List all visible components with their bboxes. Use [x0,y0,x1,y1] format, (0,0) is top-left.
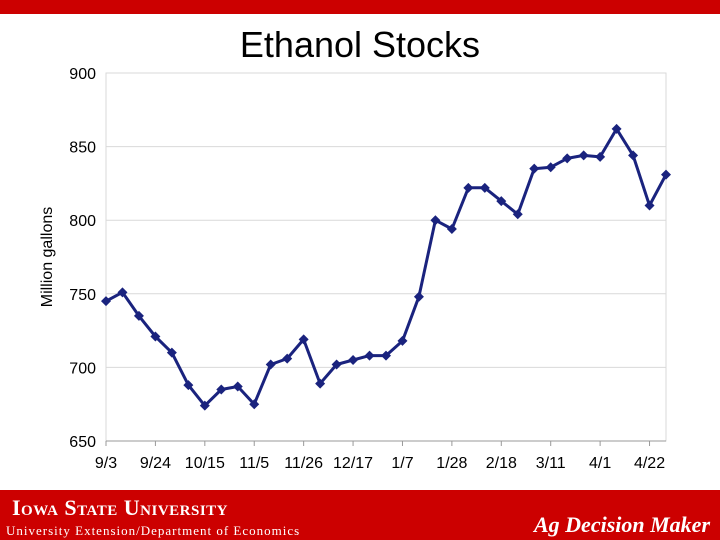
y-axis-label: Million gallons [39,207,56,308]
x-tick-label: 1/7 [391,455,413,472]
data-point [282,353,293,364]
data-point [315,378,326,389]
data-point [397,335,408,346]
data-point [446,224,457,235]
data-point [150,331,161,342]
data-point [298,334,309,345]
data-point [117,287,128,298]
y-tick-label: 700 [69,360,96,377]
data-point [529,163,540,174]
brand-text: Ag Decision Maker [534,512,710,537]
footer-bar: Iowa State University University Extensi… [0,490,720,540]
data-point [348,355,359,366]
data-point [463,182,474,193]
x-tick-label: 10/15 [185,455,225,472]
data-point [249,399,260,410]
data-point [512,209,523,220]
x-tick-label: 9/24 [140,455,171,472]
data-point [381,350,391,361]
data-point [364,350,375,361]
data-point [545,162,556,173]
chart-title: Ethanol Stocks [239,24,481,65]
data-point [232,381,243,392]
top-red-bar [0,0,720,14]
data-point [331,359,342,370]
x-tick-label: 1/28 [436,455,467,472]
y-tick-label: 850 [69,140,96,157]
data-point [199,400,210,411]
series-line [105,127,668,408]
data-point [183,380,194,391]
data-point [265,359,276,370]
data-point [216,384,227,395]
x-tick-label: 9/3 [95,455,117,472]
y-tick-label: 900 [69,66,96,83]
x-tick-label: 11/26 [284,455,323,472]
data-point [496,196,507,207]
data-point [166,347,177,358]
data-point [628,150,639,161]
data-point [661,169,671,180]
x-tick-label: 2/18 [486,455,517,472]
data-point [578,150,589,161]
university-logo-text: Iowa State University [12,495,228,520]
y-tick-label: 750 [69,287,96,304]
x-tick-label: 3/11 [536,455,566,472]
x-tick-label: 4/22 [634,455,665,472]
x-tick-label: 12/17 [333,455,373,472]
x-tick-label: 11/5 [239,455,269,472]
data-point [644,200,655,211]
department-text: University Extension/Department of Econo… [6,523,301,538]
data-point [430,215,441,226]
data-point [611,123,622,134]
y-tick-label: 650 [69,434,96,451]
data-point [595,151,606,162]
data-point [133,310,144,321]
data-point [413,291,424,302]
data-point [479,182,490,193]
y-tick-label: 800 [69,213,96,230]
x-tick-label: 4/1 [589,455,611,472]
data-point [562,153,573,164]
line-chart: 650 700 750 800 850 900 9/3 9/24 10/15 11/5 11/26 1… [39,66,671,472]
data-point [101,296,111,307]
